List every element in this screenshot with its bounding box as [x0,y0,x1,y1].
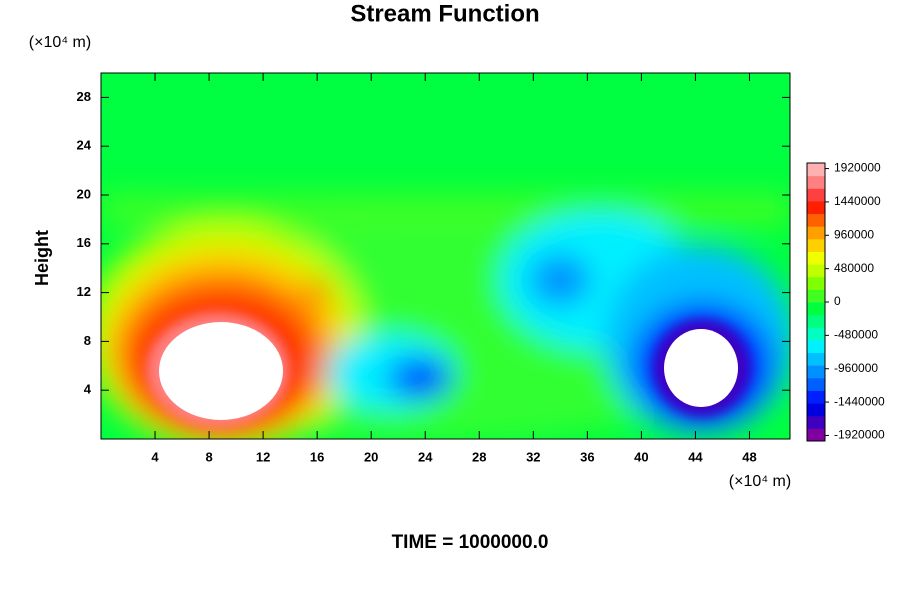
x-tick-label: 40 [634,449,648,464]
contour-field [101,73,790,439]
colorbar-band [807,352,825,366]
y-tick-label: 8 [84,333,91,348]
colorbar-label: -1920000 [834,428,885,442]
colorbar-band [807,188,825,202]
colorbar-band [807,403,825,417]
colorbar-band [807,314,825,328]
x-tick-label: 12 [256,449,270,464]
y-tick-label: 24 [77,138,92,153]
colorbar-band [807,175,825,189]
x-tick-label: 4 [151,449,159,464]
colorbar-band [807,327,825,341]
colorbar-band [807,339,825,354]
axes: 4 8 12 16 20 24 28 32 36 40 44 48481216202428192000… [77,73,885,464]
colorbar-band [807,251,825,265]
x-tick-label: 8 [205,449,212,464]
colorbar-band [807,415,825,429]
colorbar-label: -480000 [834,328,878,342]
colorbar-label: 1920000 [834,161,881,175]
colorbar-label: 480000 [834,261,874,275]
plot-frame [100,72,791,440]
colorbar-band [807,226,825,240]
y-unit: (×10⁴ m) [29,34,91,51]
y-tick-label: 12 [77,284,91,299]
colorbar-band [807,428,825,442]
colorbar-band [807,365,825,379]
x-tick-label: 44 [688,449,703,464]
time-annotation: TIME = 1000000.0 [392,532,549,553]
x-tick-label: 48 [742,449,756,464]
colorbar-band [807,163,825,177]
colorbar-label: -960000 [834,361,878,375]
x-tick-label: 36 [580,449,594,464]
colorbar-label: 960000 [834,227,874,241]
colorbar-label: 0 [834,294,841,308]
colorbar-label: 1440000 [834,194,881,208]
y-tick-label: 4 [84,382,92,397]
x-tick-label: 32 [526,449,540,464]
x-tick-label: 16 [310,449,324,464]
x-tick-label: 28 [472,449,486,464]
colorbar-band [807,289,825,303]
colorbar-band [807,200,825,215]
y-axis-label: Height [32,230,52,286]
y-tick-label: 28 [77,89,91,104]
y-tick-label: 20 [77,186,91,201]
chart-title: Stream Function [350,0,539,27]
colorbar-band [807,377,825,391]
colorbar-band [807,276,825,290]
colorbar-band [807,238,825,252]
x-tick-label: 24 [418,449,433,464]
x-tick-label: 20 [364,449,378,464]
colorbar-band [807,264,825,278]
colorbar-band [807,302,825,316]
colorbar-band [807,213,825,227]
colorbar-band [807,390,825,404]
colorbar-label: -1440000 [834,394,885,408]
y-tick-label: 16 [77,235,91,250]
x-unit: (×10⁴ m) [729,473,791,490]
